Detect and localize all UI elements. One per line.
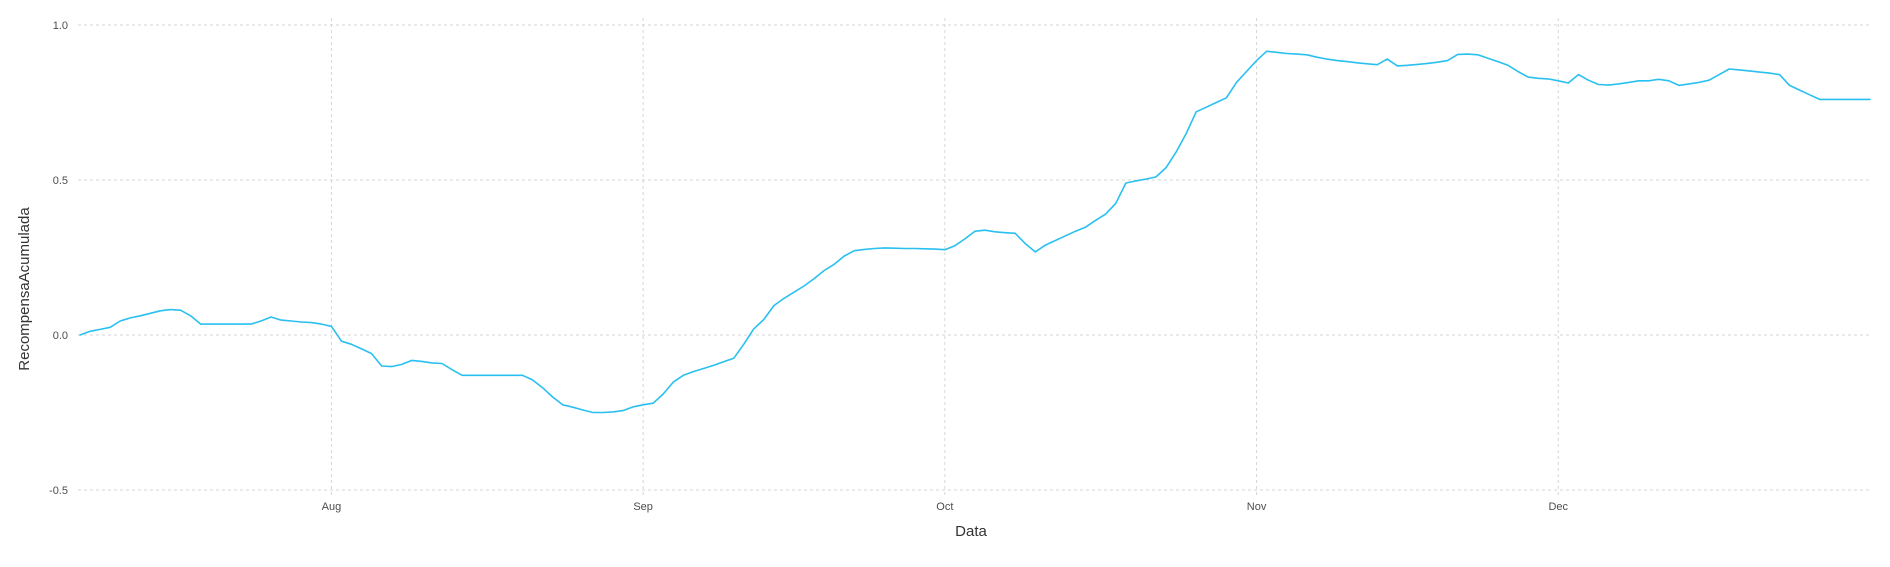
series-line — [79, 50, 1871, 414]
y-tick-labels: -0.5 0.0 0.5 1.0 — [49, 20, 68, 497]
y-tick-label: 0.0 — [53, 330, 68, 342]
x-tick-label: Nov — [1247, 501, 1267, 513]
y-grid-lines — [78, 24, 1870, 491]
y-tick-label: 0.5 — [53, 175, 68, 187]
y-tick-label: 1.0 — [53, 20, 68, 32]
series-lines — [79, 50, 1871, 414]
y-axis-title: RecompensaAcumulada — [16, 207, 33, 371]
x-tick-label: Sep — [633, 501, 653, 513]
x-tick-labels: Aug Sep Oct Nov Dec — [322, 501, 1569, 513]
x-tick-label: Oct — [936, 501, 953, 513]
y-tick-label: -0.5 — [49, 485, 68, 497]
x-tick-label: Dec — [1548, 501, 1568, 513]
x-grid-lines — [330, 18, 1559, 496]
x-axis-title: Data — [955, 523, 987, 540]
x-tick-label: Aug — [322, 501, 342, 513]
